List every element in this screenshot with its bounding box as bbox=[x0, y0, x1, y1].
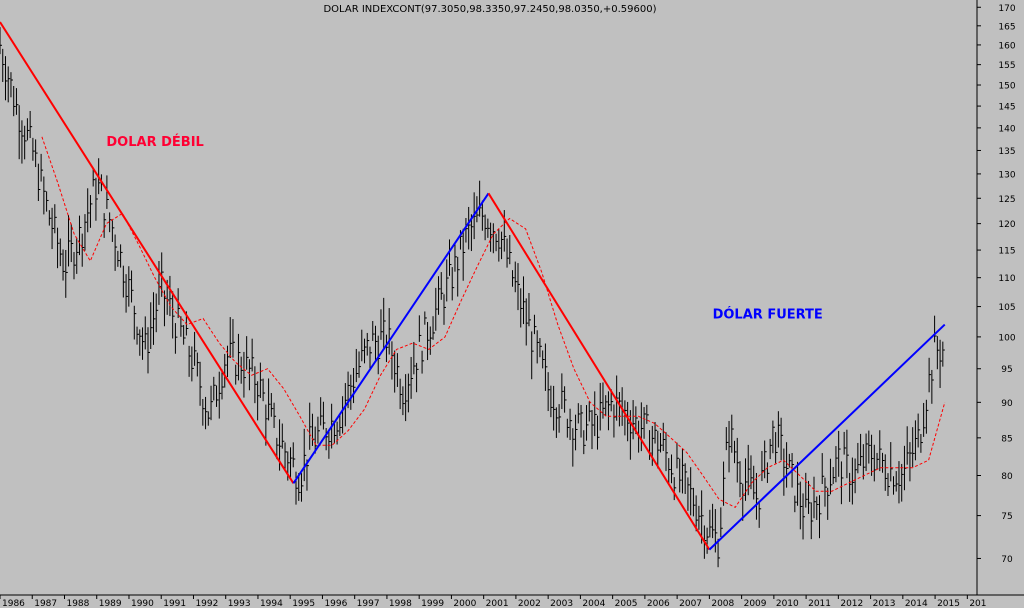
y-tick-label: 95 bbox=[1001, 365, 1012, 375]
red-trendline bbox=[0, 21, 295, 484]
x-tick-label: 2002 bbox=[518, 599, 541, 608]
y-axis: 70 75 80 85 90 95 100 105 110 115 120 125 130 135 140 1… bbox=[977, 4, 1016, 565]
y-tick-label: 140 bbox=[998, 124, 1015, 134]
x-tick-label: 1988 bbox=[66, 599, 89, 608]
x-tick-label: 2001 bbox=[486, 599, 509, 608]
x-axis: 1986 1987 1988 1989 1990 1991 1992 1993 1994 1995… bbox=[0, 595, 987, 608]
y-tick-label: 160 bbox=[998, 41, 1015, 51]
y-tick-label: 115 bbox=[998, 247, 1015, 257]
x-tick-label: 1999 bbox=[421, 599, 444, 608]
x-tick-label: 1993 bbox=[228, 599, 251, 608]
x-tick-label: 2012 bbox=[840, 599, 863, 608]
x-tick-label: 1995 bbox=[292, 599, 315, 608]
price-bars-series bbox=[0, 27, 945, 568]
x-tick-label: 2008 bbox=[711, 599, 734, 608]
x-tick-label: 1992 bbox=[195, 599, 218, 608]
y-tick-label: 155 bbox=[998, 61, 1015, 71]
red-trendline bbox=[487, 192, 711, 551]
x-tick-label: 201 bbox=[969, 599, 986, 608]
plot-area bbox=[0, 0, 977, 595]
y-tick-label: 100 bbox=[998, 333, 1015, 343]
y-tick-label: 85 bbox=[1001, 434, 1012, 444]
annotation-dolar-debil: DOLAR DÉBIL bbox=[106, 134, 203, 150]
x-tick-label: 1986 bbox=[2, 599, 25, 608]
x-tick-label: 1996 bbox=[324, 599, 347, 608]
y-tick-label: 110 bbox=[998, 274, 1015, 284]
y-tick-label: 90 bbox=[1001, 399, 1013, 409]
x-tick-label: 1991 bbox=[163, 599, 186, 608]
y-tick-label: 130 bbox=[998, 170, 1015, 180]
x-tick-label: 2009 bbox=[744, 599, 767, 608]
x-tick-label: 2007 bbox=[679, 599, 702, 608]
chart-title: DOLAR INDEXCONT(97.3050,98.3350,97.2450,… bbox=[323, 4, 656, 15]
y-tick-label: 105 bbox=[998, 303, 1015, 313]
y-tick-label: 75 bbox=[1001, 512, 1012, 522]
x-tick-label: 1997 bbox=[357, 599, 380, 608]
x-tick-label: 2003 bbox=[550, 599, 573, 608]
moving-average-series bbox=[41, 136, 946, 509]
x-tick-label: 2000 bbox=[453, 599, 476, 608]
y-tick-label: 120 bbox=[998, 220, 1015, 230]
x-tick-label: 2004 bbox=[582, 599, 605, 608]
blue-trendline bbox=[292, 192, 490, 484]
x-tick-label: 2005 bbox=[615, 599, 638, 608]
x-tick-label: 2015 bbox=[937, 599, 960, 608]
x-tick-label: 1989 bbox=[99, 599, 122, 608]
y-tick-label: 170 bbox=[998, 4, 1015, 14]
y-tick-label: 70 bbox=[1001, 555, 1013, 565]
x-tick-label: 2011 bbox=[808, 599, 831, 608]
annotations: DOLAR DÉBIL DÓLAR FUERTE bbox=[106, 134, 822, 323]
blue-trendline bbox=[708, 323, 946, 551]
y-tick-label: 80 bbox=[1001, 472, 1013, 482]
x-tick-label: 1998 bbox=[389, 599, 412, 608]
y-tick-label: 135 bbox=[998, 147, 1015, 157]
y-tick-label: 165 bbox=[998, 22, 1015, 32]
moving-average-line bbox=[41, 136, 946, 509]
x-tick-label: 1990 bbox=[131, 599, 154, 608]
trendlines bbox=[0, 21, 946, 551]
y-tick-label: 145 bbox=[998, 103, 1015, 113]
x-tick-label: 2013 bbox=[873, 599, 896, 608]
x-tick-label: 1987 bbox=[34, 599, 57, 608]
x-tick-label: 2014 bbox=[905, 599, 928, 608]
y-tick-label: 150 bbox=[998, 82, 1015, 92]
x-tick-label: 2006 bbox=[647, 599, 670, 608]
x-tick-label: 1994 bbox=[260, 599, 283, 608]
annotation-dolar-fuerte: DÓLAR FUERTE bbox=[713, 307, 823, 323]
x-tick-label: 2010 bbox=[776, 599, 799, 608]
y-tick-label: 125 bbox=[998, 195, 1015, 205]
